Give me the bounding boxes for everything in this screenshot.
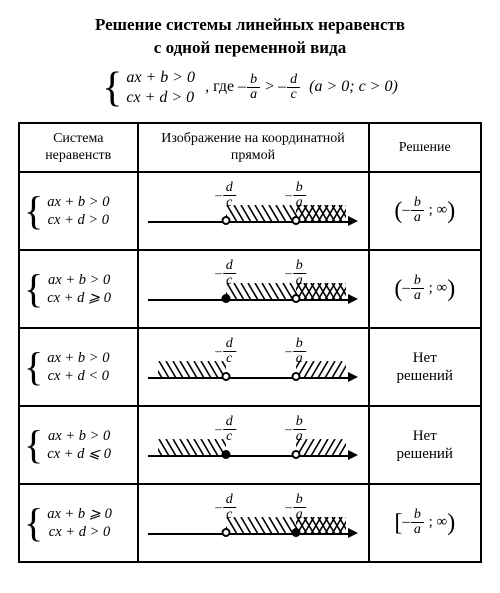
label-dc: –dc [215,259,237,288]
cell-solution: (–ba ; ∞) [369,172,482,250]
arrow-right-icon [348,294,358,304]
row-eq1: ax + b ⩾ 0 [47,505,112,523]
point-ba [292,372,301,381]
table-row: {ax + b ⩾ 0cx + d > 0 –dc –ba [–ba ; ∞) [19,484,481,562]
header-eq1: ax + b > 0 [126,68,195,88]
axis-line [148,377,350,379]
number-line: –dc –ba [148,179,358,243]
row-eq2: cx + d > 0 [47,211,109,229]
arrow-right-icon [348,372,358,382]
axis-line [148,533,350,535]
label-ba: –ba [285,337,307,366]
row-eq2: cx + d < 0 [47,367,109,385]
cell-system: {ax + b ⩾ 0cx + d > 0 [19,484,138,562]
axis-line [148,221,350,223]
th-system: Система неравенств [19,123,138,172]
cell-system: {ax + b > 0cx + d ⩽ 0 [19,406,138,484]
row-eq2: cx + d ⩽ 0 [47,445,111,463]
cell-system: {ax + b > 0cx + d < 0 [19,328,138,406]
title-line-2: с одной переменной вида [18,37,482,60]
inequality-table: Система неравенств Изображение на коорди… [18,122,482,563]
row-eq1: ax + b > 0 [47,349,109,367]
number-line: –dc –ba [148,413,358,477]
brace-icon: { [24,271,43,307]
label-dc: –dc [215,415,237,444]
point-dc [222,528,231,537]
header-condition: , где –ba > –dc (a > 0; c > 0) [205,73,398,102]
th-image: Изображение на координатной прямой [138,123,369,172]
label-ba: –ba [285,415,307,444]
cell-image: –dc –ba [138,172,369,250]
label-ba: –ba [285,493,307,522]
solution-interval: (–ba ; ∞) [394,202,455,218]
label-dc: –dc [215,493,237,522]
cell-image: –dc –ba [138,328,369,406]
point-dc [222,450,231,459]
label-dc: –dc [215,181,237,210]
arrow-right-icon [348,216,358,226]
axis-line [148,455,350,457]
arrow-right-icon [348,528,358,538]
table-row: {ax + b > 0cx + d < 0 –dc –ba Нетрешений [19,328,481,406]
header-system: { ax + b > 0 cx + d > 0 [102,68,195,108]
row-eq1: ax + b > 0 [47,193,109,211]
header-eq2: cx + d > 0 [126,88,195,108]
label-ba: –ba [285,259,307,288]
number-line: –dc –ba [148,257,358,321]
point-ba [292,294,301,303]
point-dc [222,372,231,381]
header-formula: { ax + b > 0 cx + d > 0 , где –ba > –dc … [18,68,482,108]
arrow-right-icon [348,450,358,460]
cell-system: {ax + b > 0cx + d ⩾ 0 [19,250,138,328]
solution-interval: (–ba ; ∞) [394,280,455,296]
axis-line [148,299,350,301]
no-solution: Нетрешений [374,349,477,385]
title-line-1: Решение системы линейных неравенств [18,14,482,37]
point-ba [292,216,301,225]
number-line: –dc –ba [148,491,358,555]
point-ba [292,450,301,459]
label-dc: –dc [215,337,237,366]
table-row: {ax + b > 0cx + d ⩽ 0 –dc –ba Нетрешений [19,406,481,484]
brace-icon: { [24,193,43,229]
cell-system: {ax + b > 0cx + d > 0 [19,172,138,250]
cell-image: –dc –ba [138,250,369,328]
cell-solution: Нетрешений [369,406,482,484]
brace-icon: { [24,427,43,463]
brace-icon: { [102,70,122,106]
cell-image: –dc –ba [138,406,369,484]
brace-icon: { [24,349,43,385]
brace-icon: { [24,505,43,541]
row-eq1: ax + b > 0 [47,427,111,445]
point-dc [222,294,231,303]
table-row: {ax + b > 0cx + d ⩾ 0 –dc –ba (–ba ; ∞) [19,250,481,328]
point-ba [292,528,301,537]
point-dc [222,216,231,225]
label-ba: –ba [285,181,307,210]
row-eq1: ax + b > 0 [47,271,111,289]
page-title: Решение системы линейных неравенств с од… [18,14,482,60]
cell-solution: [–ba ; ∞) [369,484,482,562]
number-line: –dc –ba [148,335,358,399]
row-eq2: cx + d > 0 [47,523,112,541]
table-row: {ax + b > 0cx + d > 0 –dc –ba (–ba ; ∞) [19,172,481,250]
cell-solution: (–ba ; ∞) [369,250,482,328]
cell-image: –dc –ba [138,484,369,562]
th-solution: Решение [369,123,482,172]
cell-solution: Нетрешений [369,328,482,406]
row-eq2: cx + d ⩾ 0 [47,289,111,307]
solution-interval: [–ba ; ∞) [394,514,455,530]
no-solution: Нетрешений [374,427,477,463]
